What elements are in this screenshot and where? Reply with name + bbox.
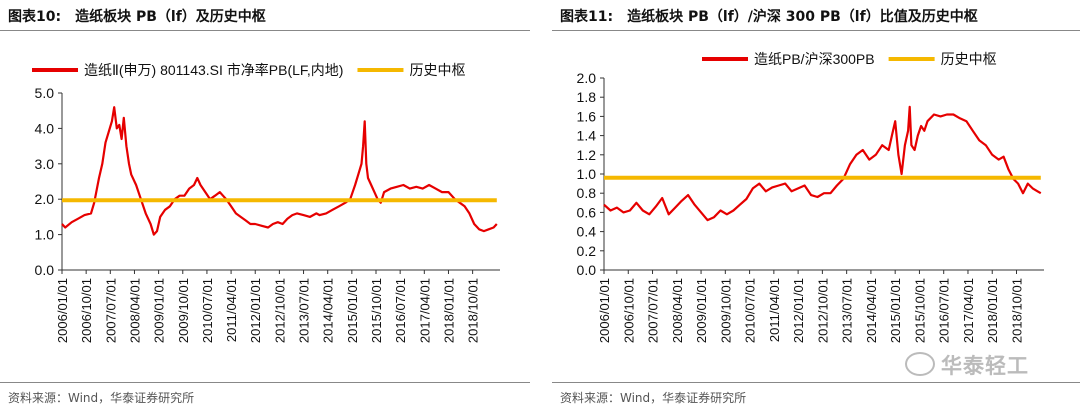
legend-label: 造纸Ⅱ(申万) 801143.SI 市净率PB(LF,内地) [84, 62, 343, 78]
y-tick-label: 0.0 [577, 262, 597, 278]
x-tick-label: 2007/07/01 [103, 278, 118, 343]
x-tick-label: 2006/01/01 [55, 278, 70, 343]
x-tick-label: 2009/01/01 [694, 278, 709, 343]
y-tick-label: 2.0 [577, 70, 597, 86]
y-tick-label: 1.0 [577, 166, 597, 182]
x-tick-label: 2007/07/01 [646, 278, 661, 343]
x-tick-label: 2006/01/01 [597, 278, 612, 343]
legend: 造纸PB/沪深300PB 历史中枢 [702, 51, 997, 67]
y-tick-label: 0.0 [35, 262, 55, 278]
x-tick-label: 2013/07/01 [840, 278, 855, 343]
x-tick-label: 2012/10/01 [272, 278, 287, 343]
x-tick-label: 2010/07/01 [200, 278, 215, 343]
x-tick-label: 2017/04/01 [417, 278, 432, 343]
y-tick-label: 1.6 [577, 108, 597, 124]
y-tick-label: 3.0 [35, 156, 55, 172]
series-line-pb [61, 106, 498, 236]
y-tick-label: 0.2 [577, 243, 597, 259]
figure-title: 造纸板块 PB（lf）/沪深 300 PB（lf）比值及历史中枢 [627, 9, 978, 25]
x-tick-label: 2016/07/01 [937, 278, 952, 343]
wechat-icon [905, 352, 935, 376]
x-tick-label: 2009/01/01 [152, 278, 167, 343]
y-tick-label: 1.8 [577, 89, 597, 105]
y-tick-label: 1.2 [577, 147, 597, 163]
x-tick-label: 2008/04/01 [670, 278, 685, 343]
x-tick-label: 2009/10/01 [718, 278, 733, 343]
x-tick-label: 2006/10/01 [621, 278, 636, 343]
source-note: 资料来源：Wind，华泰证券研究所 [560, 391, 747, 405]
x-tick-label: 2011/04/01 [224, 278, 239, 342]
y-tick-label: 0.4 [577, 224, 597, 240]
x-tick-label: 2012/10/01 [815, 278, 830, 343]
y-tick-label: 2.0 [35, 191, 55, 207]
bottom-rule [0, 382, 530, 383]
x-tick-label: 2015/10/01 [369, 278, 384, 343]
figure-title: 造纸板块 PB（lf）及历史中枢 [75, 9, 266, 25]
y-tick-label: 1.4 [577, 128, 597, 144]
x-tick-label: 2011/04/01 [767, 278, 782, 342]
top-rule [0, 30, 530, 31]
x-tick-label: 2010/07/01 [743, 278, 758, 343]
legend-label: 历史中枢 [409, 62, 465, 78]
x-tick-label: 2014/04/01 [864, 278, 879, 343]
x-tick-label: 2015/01/01 [888, 278, 903, 343]
x-tick-label: 2013/07/01 [297, 278, 312, 343]
legend-label: 历史中枢 [941, 51, 997, 67]
chart-svg-2: 造纸PB/沪深300PB 历史中枢 0.0 0.2 0.4 0.6 0.8 1.0 1.2 1.4… [577, 51, 1044, 343]
x-tick-label: 2017/04/01 [961, 278, 976, 343]
chart-svg-1: 造纸Ⅱ(申万) 801143.SI 市净率PB(LF,内地) 历史中枢 0.0 1.0… [32, 62, 500, 343]
legend-label: 造纸PB/沪深300PB [754, 51, 875, 67]
x-tick-label: 2018/01/01 [985, 278, 1000, 343]
x-tick-label: 2018/10/01 [466, 278, 481, 343]
x-tick-label: 2006/10/01 [79, 278, 94, 343]
x-tick-label: 2016/07/01 [393, 278, 408, 343]
y-tick-label: 5.0 [35, 85, 55, 101]
legend: 造纸Ⅱ(申万) 801143.SI 市净率PB(LF,内地) 历史中枢 [32, 62, 465, 78]
x-tick-label: 2018/10/01 [1010, 278, 1025, 343]
y-tick-label: 0.6 [577, 204, 597, 220]
top-rule [552, 30, 1080, 31]
x-tick-label: 2012/01/01 [791, 278, 806, 343]
chart-panel-2: 图表11: 造纸板块 PB（lf）/沪深 300 PB（lf）比值及历史中枢 造纸… [552, 0, 1080, 415]
chart-title: 图表10: 造纸板块 PB（lf）及历史中枢 [8, 6, 266, 26]
y-tick-label: 1.0 [35, 227, 55, 243]
x-tick-label: 2018/01/01 [441, 278, 456, 343]
x-tick-label: 2015/01/01 [345, 278, 360, 343]
x-tick-label: 2015/10/01 [912, 278, 927, 343]
x-tick-label: 2009/10/01 [176, 278, 191, 343]
x-tick-label: 2012/01/01 [248, 278, 263, 343]
y-tick-label: 0.8 [577, 185, 597, 201]
bottom-rule [552, 382, 1080, 383]
y-tick-label: 4.0 [35, 120, 55, 136]
figure-number: 图表11: [560, 9, 614, 25]
figure-number: 图表10: [8, 9, 62, 25]
series-line-pb [603, 105, 1042, 222]
chart-panel-1: 图表10: 造纸板块 PB（lf）及历史中枢 造纸Ⅱ(申万) 801143.SI … [0, 0, 530, 415]
source-note: 资料来源：Wind，华泰证券研究所 [8, 391, 195, 405]
watermark-text: 华泰轻工 [941, 354, 1029, 378]
x-tick-label: 2008/04/01 [127, 278, 142, 343]
chart-title: 图表11: 造纸板块 PB（lf）/沪深 300 PB（lf）比值及历史中枢 [560, 6, 978, 26]
watermark: 华泰轻工 [905, 350, 1029, 380]
x-tick-label: 2014/04/01 [321, 278, 336, 343]
